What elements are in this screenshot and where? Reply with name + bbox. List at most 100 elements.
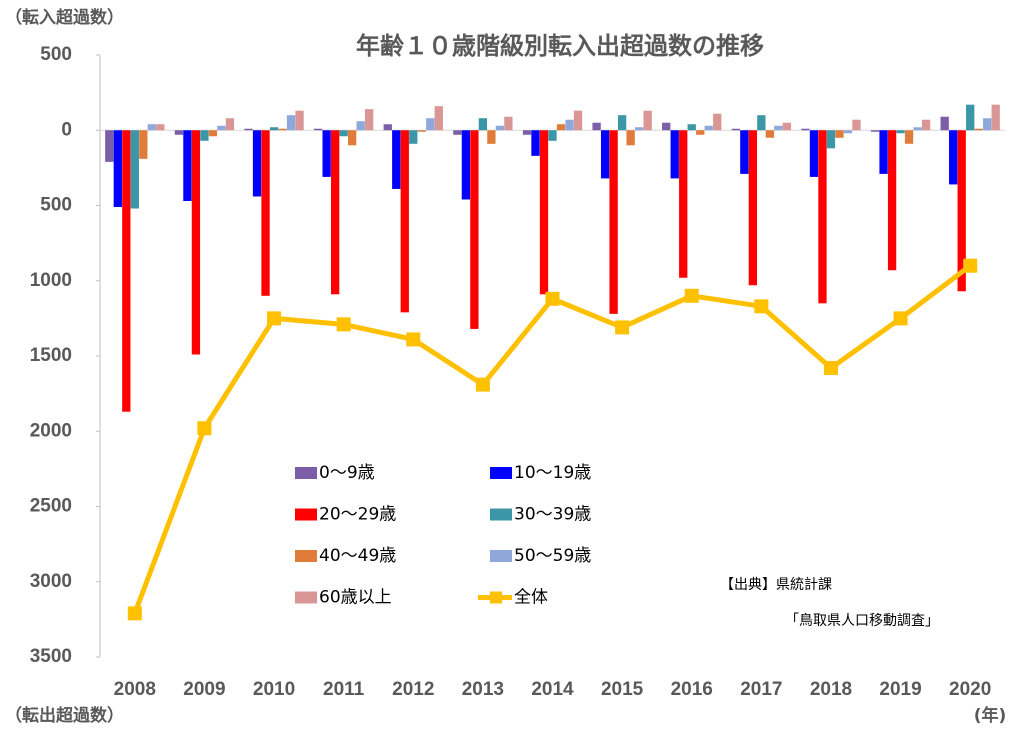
y-tick-label: 2500 xyxy=(30,496,72,517)
y-tick-label: 3000 xyxy=(30,571,72,592)
chart-title: 年齢１０歳階級別転入出超過数の推移 xyxy=(356,32,764,60)
bar xyxy=(949,130,958,185)
legend-swatch xyxy=(295,467,317,479)
bar xyxy=(252,130,262,197)
bar xyxy=(904,130,914,144)
bar xyxy=(461,130,471,200)
bar xyxy=(592,122,601,131)
bar xyxy=(208,130,218,137)
bar xyxy=(852,119,861,131)
bar xyxy=(269,127,279,131)
bar xyxy=(679,130,688,278)
bar xyxy=(225,118,235,131)
bar xyxy=(200,130,209,141)
legend-label: 20～29歳 xyxy=(319,505,396,525)
bar xyxy=(295,110,304,131)
legend-label: 30～39歳 xyxy=(514,505,591,525)
bar xyxy=(478,118,488,131)
legend-label: 40～49歳 xyxy=(319,546,396,566)
legend-swatch xyxy=(490,591,502,604)
bar xyxy=(670,130,679,179)
bar xyxy=(322,130,331,177)
bar xyxy=(261,130,270,296)
bar xyxy=(122,130,131,412)
marker xyxy=(127,606,142,621)
bar xyxy=(983,118,992,131)
bar xyxy=(531,130,540,156)
bar xyxy=(913,127,922,131)
y-tick-label: 1500 xyxy=(30,345,72,366)
bar xyxy=(130,130,139,209)
marker xyxy=(336,317,351,332)
x-tick-label: 2009 xyxy=(183,679,225,700)
bar xyxy=(782,122,791,131)
legend-swatch xyxy=(490,550,512,562)
y-tick-label: 3500 xyxy=(30,646,72,667)
bar xyxy=(966,104,975,131)
x-tick-label: 2013 xyxy=(462,679,504,700)
bar xyxy=(522,130,532,135)
bar xyxy=(314,128,323,131)
bar xyxy=(870,130,880,132)
bar xyxy=(417,130,426,132)
y-tick-label: 500 xyxy=(40,44,72,65)
bar xyxy=(748,130,757,286)
bar xyxy=(896,130,905,134)
bar xyxy=(974,128,983,131)
y-tick-label: 1000 xyxy=(30,270,72,291)
bar xyxy=(843,130,853,134)
bar xyxy=(139,130,148,159)
bar xyxy=(105,130,114,162)
marker xyxy=(475,377,490,392)
legend-label: 全体 xyxy=(514,588,548,608)
bar xyxy=(174,130,184,135)
legend-swatch xyxy=(295,591,317,604)
bar xyxy=(609,130,618,314)
bar xyxy=(331,130,340,295)
bar xyxy=(809,130,819,177)
y-label-bottom: （転出超過数） xyxy=(5,705,124,726)
bar xyxy=(487,130,496,144)
legend-swatch xyxy=(295,550,317,562)
source: 【出典】県統計課 xyxy=(720,577,832,593)
bar xyxy=(348,130,357,146)
bar xyxy=(217,125,226,131)
bar xyxy=(548,130,557,141)
legend-label: 10～19歳 xyxy=(514,463,591,483)
bar xyxy=(765,130,774,138)
x-tick-label: 2012 xyxy=(392,679,434,700)
marker xyxy=(893,311,908,326)
bar xyxy=(365,109,374,131)
bar xyxy=(921,119,931,131)
bar xyxy=(818,130,827,304)
bar xyxy=(687,124,696,131)
bar xyxy=(991,104,1000,131)
bar xyxy=(565,119,574,131)
bar xyxy=(573,110,583,131)
bar xyxy=(392,130,401,189)
bar xyxy=(600,130,610,179)
bar xyxy=(400,130,409,313)
bar xyxy=(278,128,287,131)
bar xyxy=(556,124,566,131)
bar xyxy=(495,125,505,131)
x-tick-label: 2019 xyxy=(879,679,921,700)
marker xyxy=(406,332,421,347)
bar xyxy=(147,124,156,131)
x-tick-label: 2011 xyxy=(323,679,365,700)
bar xyxy=(470,130,479,329)
bar xyxy=(409,130,418,144)
bar xyxy=(731,128,740,131)
bar xyxy=(504,116,513,131)
y-tick-label: 0 xyxy=(61,119,72,140)
legend-swatch xyxy=(490,508,512,521)
bar xyxy=(434,106,443,131)
bar xyxy=(643,110,652,131)
bar xyxy=(356,121,365,131)
legend-swatch xyxy=(295,508,317,521)
bar xyxy=(940,116,949,131)
bar xyxy=(453,130,462,135)
legend-swatch xyxy=(490,467,512,479)
bar xyxy=(426,118,435,131)
